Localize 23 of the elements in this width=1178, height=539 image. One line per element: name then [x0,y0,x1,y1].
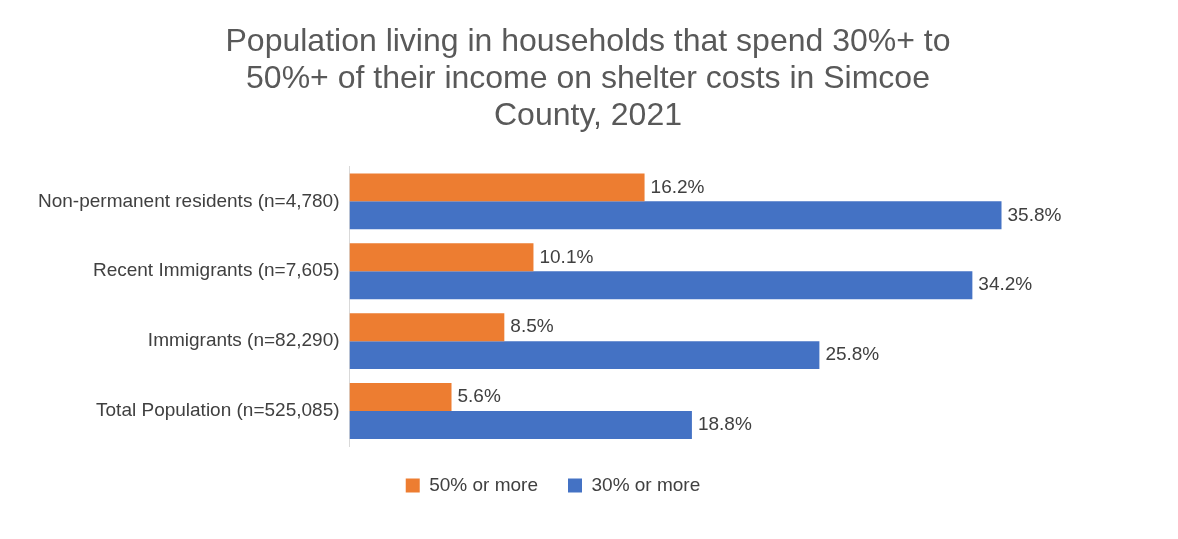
data-label: 10.1% [539,245,594,267]
bar [349,411,692,440]
data-label: 34.2% [978,273,1033,295]
bar [349,243,534,272]
y-tick-label: Recent Immigrants (n=7,605) [92,259,340,281]
bar [349,173,645,202]
data-label: 18.8% [697,413,752,435]
legend-label: 50% or more [429,473,539,495]
y-tick-label: Non-permanent residents (n=4,780) [37,189,340,211]
data-label: 25.8% [825,343,880,365]
bar [349,271,973,300]
y-tick-label: Total Population (n=525,085) [96,399,340,421]
bar [349,383,452,412]
data-label: 35.8% [1007,203,1062,225]
y-tick-label: Immigrants (n=82,290) [147,329,340,351]
bar [349,201,1002,230]
data-label: 5.6% [457,385,501,407]
bar [349,313,505,342]
data-label: 16.2% [650,175,705,197]
chart-title: Population living in households that spend 30%+ to 50%+ of their income on shelter costs in Simcoe County, 2021 [224,21,952,134]
legend-label: 30% or more [591,473,701,495]
bar [349,341,820,370]
data-label: 8.5% [510,315,554,337]
